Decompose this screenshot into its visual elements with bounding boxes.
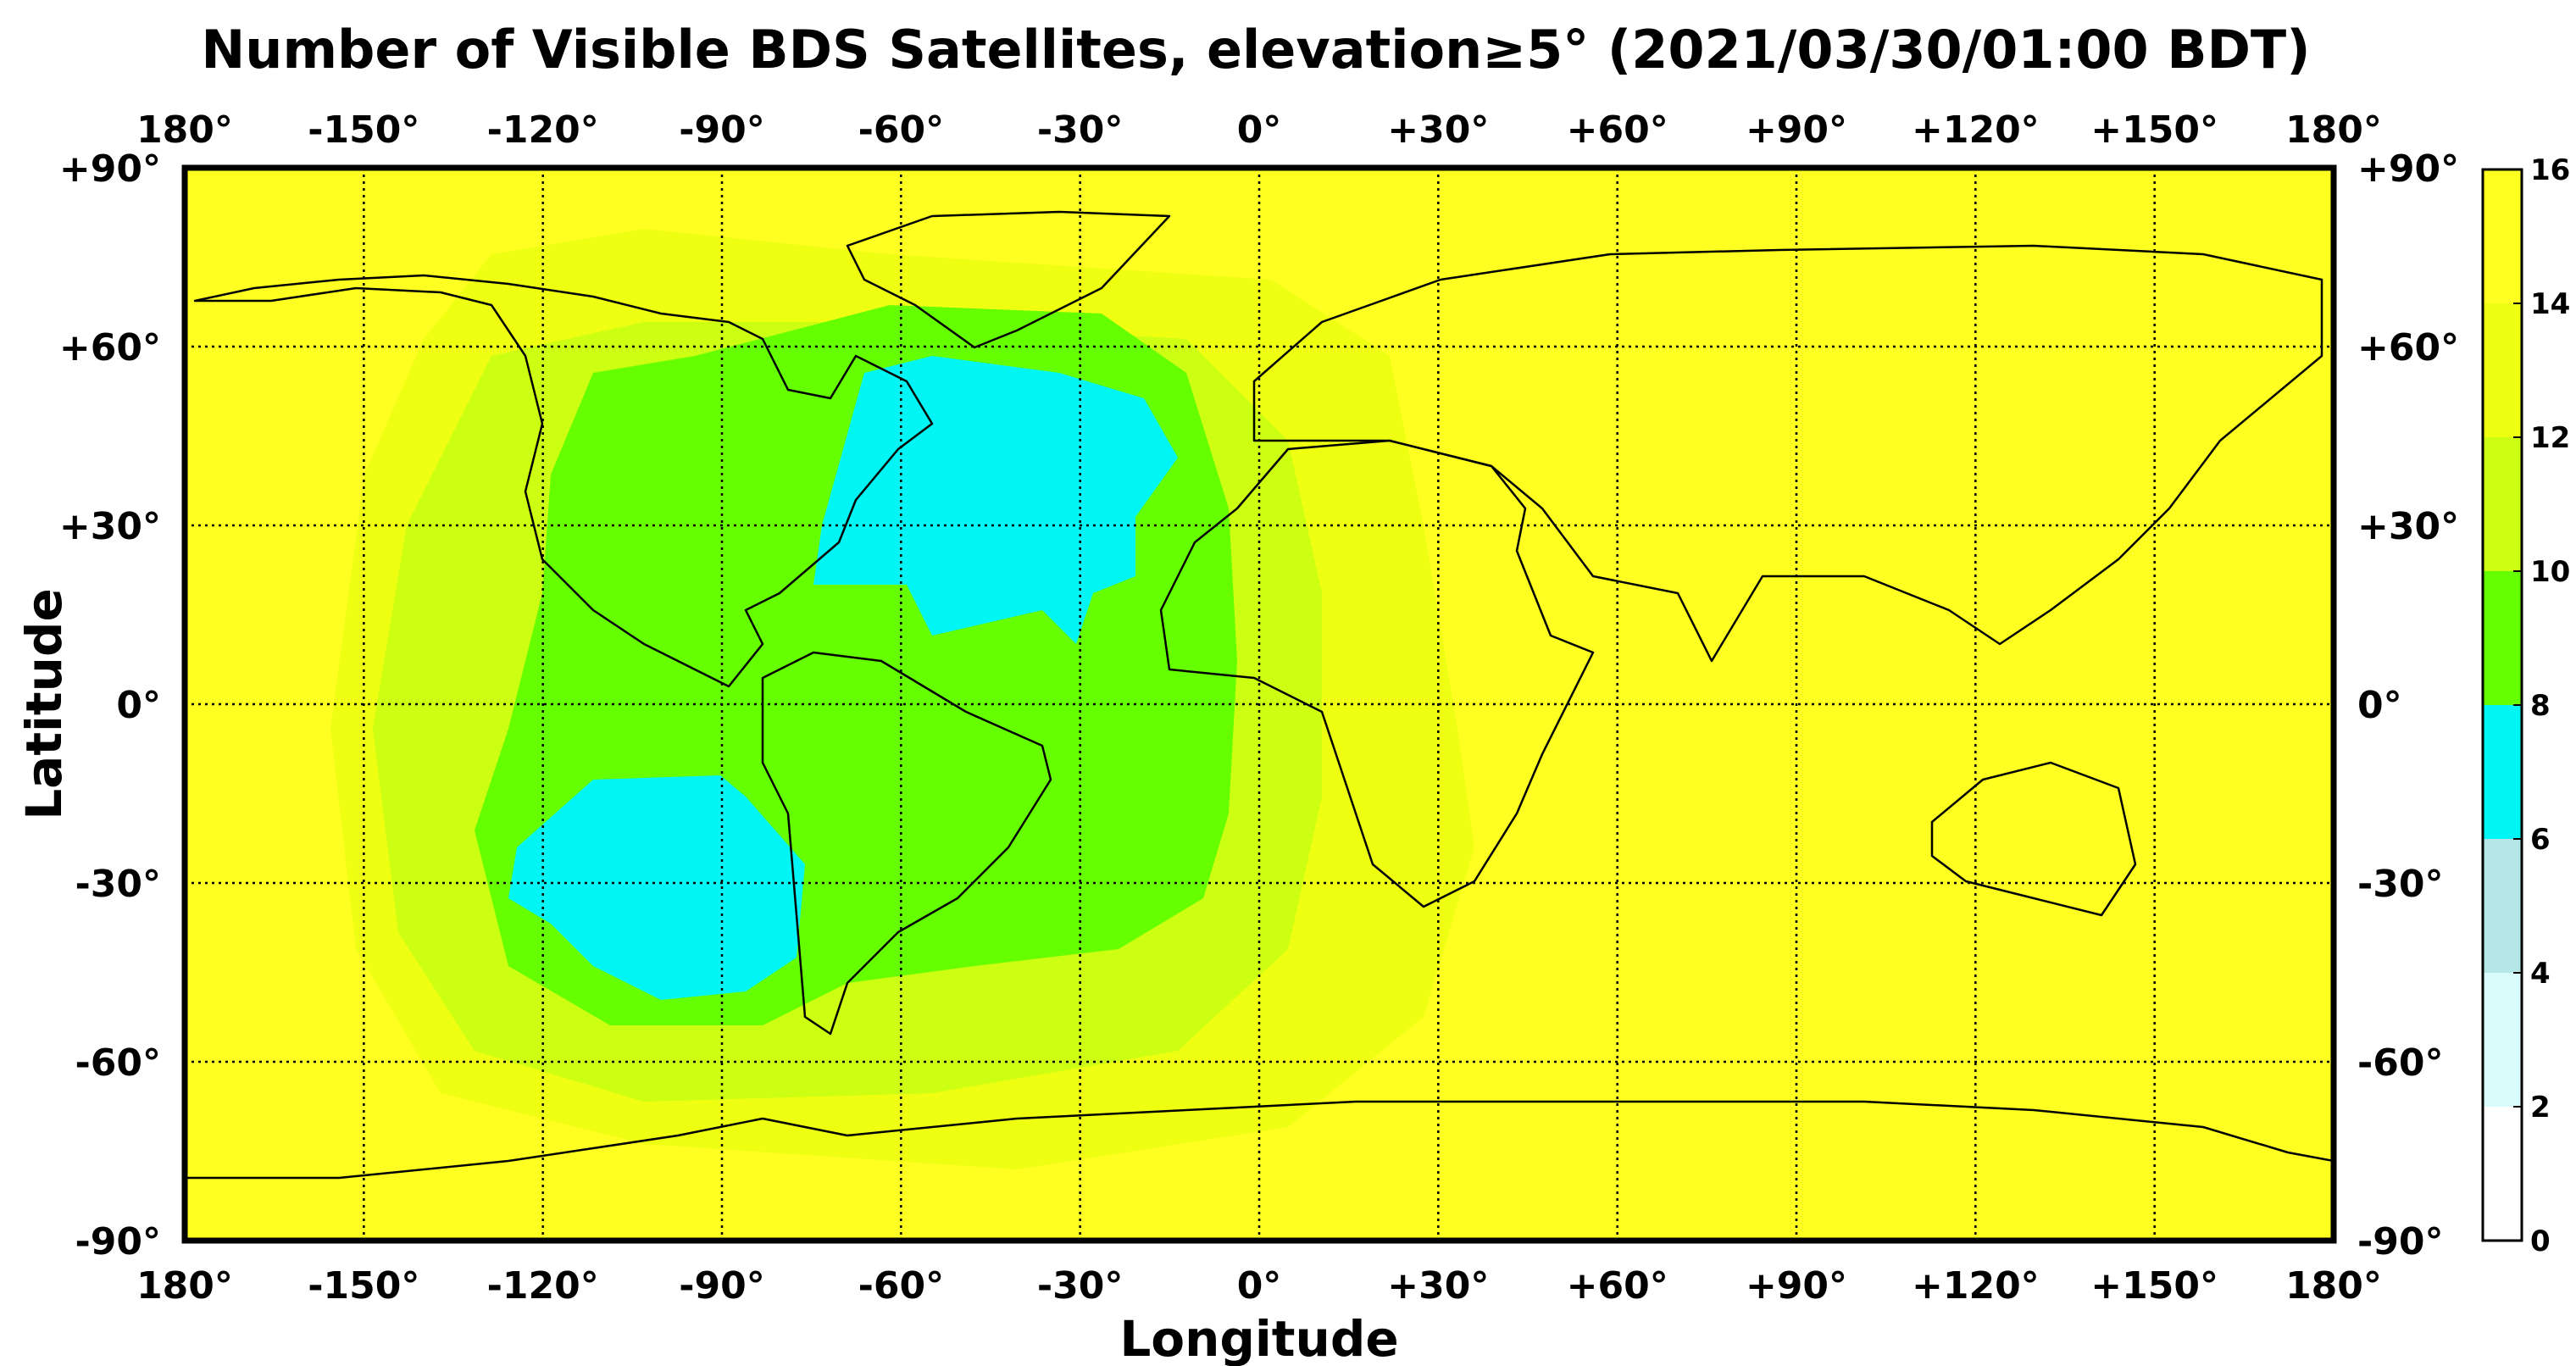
x-tick-label-bottom: +90° xyxy=(1746,1264,1847,1308)
colorbar-segment xyxy=(2483,973,2522,1107)
y-tick-label-left: 0° xyxy=(116,684,161,727)
australia-coast xyxy=(1930,761,2137,917)
colorbar-tick-label: 10 xyxy=(2530,555,2570,589)
y-tick-label-right: 0° xyxy=(2357,684,2402,727)
y-ticks-right: +90° +60° +30° 0° -30° -60° -90° xyxy=(2357,147,2459,1263)
x-tick-label-top: +150° xyxy=(2090,108,2218,152)
x-tick-label-bottom: 0° xyxy=(1237,1264,1282,1308)
antarctica-coast xyxy=(185,1100,2334,1180)
south-america-coast xyxy=(761,651,1052,1036)
x-tick-label-bottom: -60° xyxy=(858,1264,945,1308)
colorbar-tick-label: 12 xyxy=(2530,421,2570,455)
y-tick-label-right: +60° xyxy=(2357,326,2459,369)
x-tick-label-top: +120° xyxy=(1912,108,2040,152)
x-tick-label-bottom: +30° xyxy=(1387,1264,1489,1308)
x-tick-label-top: -60° xyxy=(858,108,945,152)
gridlines xyxy=(185,168,2334,1241)
colorbar-segment xyxy=(2483,571,2522,705)
x-tick-label-top: 180° xyxy=(2285,108,2382,152)
x-tick-label-top: +60° xyxy=(1567,108,1668,152)
y-tick-label-left: +30° xyxy=(59,505,161,548)
colorbar-tick-label: 16 xyxy=(2530,153,2570,187)
colorbar-segment xyxy=(2483,705,2522,839)
x-tick-label-top: 180° xyxy=(136,108,233,152)
y-tick-label-left: -60° xyxy=(75,1041,162,1085)
x-tick-label-bottom: -120° xyxy=(487,1264,599,1308)
x-tick-label-bottom: -90° xyxy=(679,1264,765,1308)
x-tick-label-bottom: +120° xyxy=(1912,1264,2040,1308)
colorbar-tick-label: 6 xyxy=(2530,823,2551,857)
y-tick-label-right: -30° xyxy=(2357,863,2444,906)
x-axis-label: Longitude xyxy=(1119,1310,1398,1366)
colorbar-segment xyxy=(2483,1107,2522,1241)
colorbar-tick-label: 4 xyxy=(2530,957,2551,991)
x-tick-label-bottom: -150° xyxy=(308,1264,419,1308)
x-tick-label-bottom: 180° xyxy=(2285,1264,2382,1308)
x-ticks-bottom: 180° -150° -120° -90° -60° -30° 0° +30° +60° +90°… xyxy=(136,1264,2382,1308)
x-tick-label-top: 0° xyxy=(1237,108,1282,152)
y-tick-label-left: -30° xyxy=(75,863,162,906)
colorbar-segment xyxy=(2483,839,2522,973)
x-tick-label-top: -90° xyxy=(679,108,765,152)
colorbar-tick-label: 0 xyxy=(2530,1224,2551,1258)
colorbar-ticks: 0 2 4 6 8 10 12 14 16 xyxy=(2513,153,2570,1258)
colorbar-tick-label: 14 xyxy=(2530,287,2570,321)
coastline-layer xyxy=(185,210,2334,1180)
y-tick-label-left: -90° xyxy=(75,1220,162,1263)
x-tick-label-top: -30° xyxy=(1037,108,1124,152)
y-axis-label: Latitude xyxy=(15,588,73,820)
x-tick-label-bottom: +150° xyxy=(2090,1264,2218,1308)
colorbar xyxy=(2483,169,2522,1241)
plot-frame xyxy=(181,164,2337,1244)
region-cyan-north xyxy=(813,356,1178,644)
colorbar-tick-label: 2 xyxy=(2530,1091,2551,1124)
colorbar-tick-label: 8 xyxy=(2530,689,2551,723)
colorbar-segment xyxy=(2483,437,2522,571)
north-america-coast xyxy=(193,274,934,688)
x-tick-label-top: +30° xyxy=(1387,108,1489,152)
y-tick-label-left: +90° xyxy=(59,147,161,191)
y-tick-label-left: +60° xyxy=(59,326,161,369)
x-tick-label-top: -150° xyxy=(308,108,419,152)
x-tick-label-bottom: +60° xyxy=(1567,1264,1668,1308)
africa-coast xyxy=(1159,439,1595,908)
y-tick-label-right: -60° xyxy=(2357,1041,2444,1085)
x-tick-label-bottom: -30° xyxy=(1037,1264,1124,1308)
x-tick-label-bottom: 180° xyxy=(136,1264,233,1308)
y-tick-label-right: +30° xyxy=(2357,505,2459,548)
map-title: Number of Visible BDS Satellites, elevat… xyxy=(201,19,2311,81)
eurasia-coast xyxy=(1252,244,2323,663)
y-tick-label-right: -90° xyxy=(2357,1220,2444,1263)
x-tick-label-top: +90° xyxy=(1746,108,1847,152)
y-ticks-left: +90° +60° +30° 0° -30° -60° -90° xyxy=(59,147,161,1263)
y-tick-label-right: +90° xyxy=(2357,147,2459,191)
colorbar-segment xyxy=(2483,169,2522,303)
x-tick-label-top: -120° xyxy=(487,108,599,152)
colorbar-segment xyxy=(2483,303,2522,437)
greenland-coast xyxy=(846,210,1171,349)
region-cyan-south xyxy=(508,775,805,1000)
x-ticks-top: 180° -150° -120° -90° -60° -30° 0° +30° +60° +90°… xyxy=(136,108,2382,152)
